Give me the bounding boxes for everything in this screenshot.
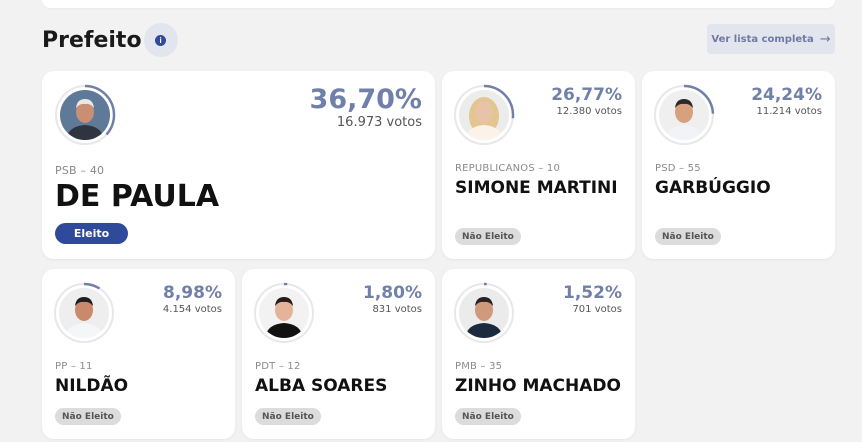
- vote-share-ring: [453, 84, 515, 146]
- candidate-photo: [59, 288, 109, 338]
- avatar: [54, 84, 116, 146]
- party-label: PSD – 55: [655, 163, 701, 174]
- vote-share-ring: [54, 84, 116, 146]
- vote-percent: 8,98%: [163, 283, 222, 303]
- candidate-card-alba-soares[interactable]: 1,80% 831 votos PDT – 12 ALBA SOARES Não…: [242, 269, 435, 439]
- section-header: Prefeito i Ver lista completa →: [42, 22, 835, 58]
- vote-percent: 1,80%: [363, 283, 422, 303]
- person-icon: [259, 288, 309, 338]
- person-icon: [459, 90, 509, 140]
- status-badge: Não Eleito: [455, 228, 521, 245]
- vote-share-ring: [253, 282, 315, 344]
- status-badge: Não Eleito: [55, 408, 121, 425]
- vote-percent: 24,24%: [751, 85, 822, 105]
- vote-count: 16.973 votos: [336, 115, 422, 130]
- candidate-photo: [60, 90, 110, 140]
- ring-progress: [54, 84, 116, 146]
- vote-share-ring: [653, 84, 715, 146]
- party-label: PP – 11: [55, 361, 93, 372]
- vote-share-ring: [53, 282, 115, 344]
- candidate-name: ZINHO MACHADO: [455, 376, 621, 396]
- ring-progress: [53, 282, 115, 344]
- vote-count: 11.214 votos: [756, 106, 822, 117]
- candidate-name: DE PAULA: [55, 179, 220, 214]
- vote-count: 12.380 votos: [556, 106, 622, 117]
- info-button[interactable]: i: [143, 23, 178, 57]
- candidate-name: NILDÃO: [55, 376, 129, 396]
- avatar: [653, 84, 715, 146]
- status-badge: Não Eleito: [455, 408, 521, 425]
- previous-card-edge: [42, 0, 835, 8]
- full-list-button[interactable]: Ver lista completa →: [707, 24, 835, 54]
- info-icon: i: [155, 34, 167, 46]
- vote-percent: 36,70%: [309, 84, 422, 115]
- party-label: PDT – 12: [255, 361, 301, 372]
- party-label: PSB – 40: [55, 164, 105, 177]
- person-icon: [60, 90, 110, 140]
- candidate-card-garbuggio[interactable]: 24,24% 11.214 votos PSD – 55 GARBÚGGIO N…: [642, 71, 835, 259]
- person-icon: [59, 288, 109, 338]
- status-badge: Eleito: [55, 223, 128, 244]
- ring-progress: [453, 282, 515, 344]
- vote-count: 701 votos: [572, 304, 622, 315]
- candidate-name: SIMONE MARTINI: [455, 178, 618, 198]
- party-label: PMB – 35: [455, 361, 503, 372]
- avatar: [453, 84, 515, 146]
- candidate-card-zinho-machado[interactable]: 1,52% 701 votos PMB – 35 ZINHO MACHADO N…: [442, 269, 635, 439]
- candidate-name: GARBÚGGIO: [655, 178, 771, 198]
- person-icon: [459, 288, 509, 338]
- avatar: [453, 282, 515, 344]
- vote-share-ring: [453, 282, 515, 344]
- avatar: [53, 282, 115, 344]
- vote-count: 4.154 votos: [162, 304, 222, 315]
- candidate-card-simone-martini[interactable]: 26,77% 12.380 votos REPUBLICANOS – 10 SI…: [442, 71, 635, 259]
- vote-percent: 26,77%: [551, 85, 622, 105]
- ring-progress: [253, 282, 315, 344]
- candidate-photo: [659, 90, 709, 140]
- candidate-photo: [259, 288, 309, 338]
- full-list-label: Ver lista completa: [711, 33, 814, 45]
- arrow-right-icon: →: [819, 31, 831, 47]
- section-title: Prefeito: [42, 27, 142, 53]
- vote-count: 831 votos: [372, 304, 422, 315]
- candidate-photo: [459, 288, 509, 338]
- candidate-photo: [459, 90, 509, 140]
- party-label: REPUBLICANOS – 10: [455, 163, 561, 174]
- avatar: [253, 282, 315, 344]
- candidate-name: ALBA SOARES: [255, 376, 388, 396]
- status-badge: Não Eleito: [655, 228, 721, 245]
- ring-progress: [453, 84, 515, 146]
- status-badge: Não Eleito: [255, 408, 321, 425]
- person-icon: [659, 90, 709, 140]
- candidate-card-de-paula[interactable]: 36,70% 16.973 votos PSB – 40 DE PAULA El…: [42, 71, 435, 259]
- candidate-card-nildao[interactable]: 8,98% 4.154 votos PP – 11 NILDÃO Não Ele…: [42, 269, 235, 439]
- vote-percent: 1,52%: [563, 283, 622, 303]
- ring-progress: [653, 84, 715, 146]
